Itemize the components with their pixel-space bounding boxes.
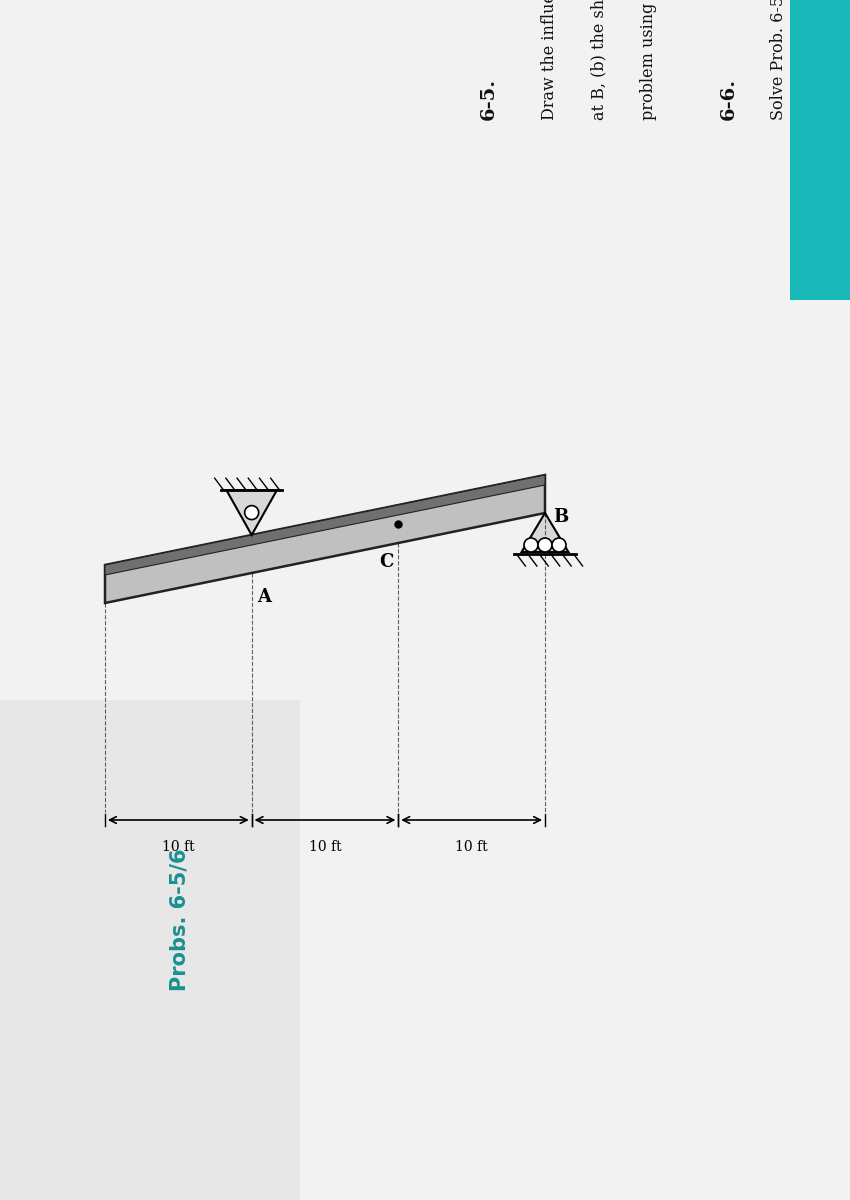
Text: A: A — [257, 588, 270, 606]
Text: 10 ft: 10 ft — [162, 840, 195, 854]
Polygon shape — [226, 490, 277, 535]
Text: B: B — [553, 508, 569, 526]
Text: 10 ft: 10 ft — [456, 840, 488, 854]
Bar — [0, 700, 300, 1200]
Circle shape — [245, 505, 258, 520]
Text: Draw the influence lines for (a) the vertical reaction: Draw the influence lines for (a) the ver… — [540, 0, 557, 120]
Text: 6-6.: 6-6. — [720, 78, 738, 120]
Polygon shape — [522, 514, 569, 552]
Circle shape — [524, 538, 538, 552]
Text: C: C — [379, 553, 394, 571]
Text: 6-5.: 6-5. — [480, 78, 498, 120]
Bar — [790, 0, 850, 300]
Polygon shape — [105, 475, 545, 575]
Text: 10 ft: 10 ft — [309, 840, 342, 854]
Circle shape — [538, 538, 552, 552]
Text: Solve Prob. 6-5 using the Müller-Breslau principle.: Solve Prob. 6-5 using the Müller-Breslau… — [770, 0, 787, 120]
Text: at B, (b) the shear at C, and (c) the moment at C. Solve this: at B, (b) the shear at C, and (c) the mo… — [590, 0, 607, 120]
Polygon shape — [105, 475, 545, 602]
Text: problem using the basic method of Sec. 6-1.: problem using the basic method of Sec. 6… — [640, 0, 657, 120]
Circle shape — [552, 538, 566, 552]
Text: Probs. 6-5/6: Probs. 6-5/6 — [170, 848, 190, 991]
